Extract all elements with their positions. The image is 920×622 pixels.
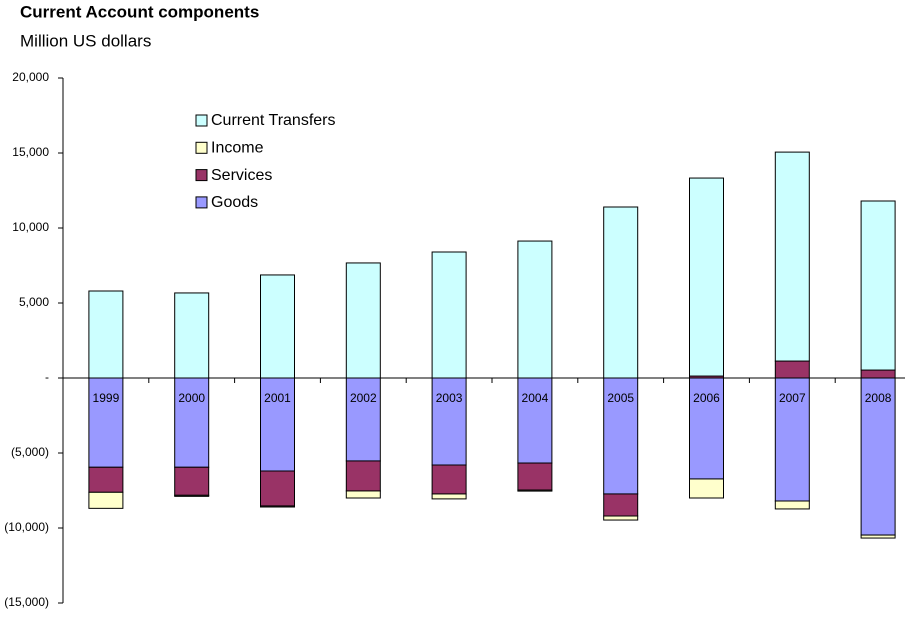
- x-tick-label: 2000: [178, 391, 205, 405]
- x-tick-label: 1999: [93, 391, 120, 405]
- legend-label: Goods: [211, 194, 258, 211]
- bar-segment: [774, 377, 810, 502]
- bar-segment: [689, 377, 724, 480]
- y-tick-label: (5,000): [11, 445, 49, 459]
- y-tick-label: 10,000: [12, 220, 49, 234]
- bar-segment: [88, 466, 124, 493]
- legend-swatch: [195, 114, 208, 127]
- bar-segment: [517, 462, 553, 491]
- bar-segment: [603, 493, 639, 517]
- legend-label: Current Transfers: [211, 112, 335, 129]
- bar-segment: [345, 460, 381, 492]
- x-tick-label: 2003: [436, 391, 463, 405]
- bar-segment: [174, 494, 210, 497]
- bar-segment: [88, 377, 124, 468]
- x-tick-label: 2008: [865, 391, 892, 405]
- y-tick-label: 5,000: [19, 295, 49, 309]
- legend-swatch: [195, 169, 208, 182]
- x-tick-label: 2007: [779, 391, 806, 405]
- bar-segment: [260, 470, 295, 507]
- y-tick-label: (15,000): [4, 595, 49, 609]
- bar-segment: [431, 464, 467, 495]
- legend-label: Services: [211, 167, 272, 184]
- bar-segment: [431, 251, 467, 379]
- bar-segment: [689, 177, 724, 377]
- bar-segment: [603, 515, 639, 521]
- bar-segment: [431, 493, 467, 500]
- bar-segment: [860, 377, 896, 536]
- legend-swatch: [195, 141, 208, 154]
- bar-segment: [517, 240, 553, 379]
- legend-swatch: [195, 196, 208, 209]
- bar-segment: [774, 500, 810, 510]
- bar-segment: [517, 489, 553, 492]
- bar-segment: [345, 262, 381, 379]
- bar-segment: [345, 490, 381, 499]
- chart-subtitle: Million US dollars: [20, 31, 151, 50]
- bar-segment: [517, 377, 553, 464]
- bar-segment: [174, 292, 210, 379]
- bar-segment: [689, 478, 724, 499]
- y-tick-label: 20,000: [12, 70, 49, 84]
- bar-segment: [88, 290, 124, 379]
- bar-segment: [774, 360, 810, 379]
- legend-label: Income: [211, 140, 264, 157]
- x-tick-label: 2006: [693, 391, 720, 405]
- y-tick-label: (10,000): [4, 520, 49, 534]
- bar-segment: [860, 200, 896, 371]
- x-tick-label: 2002: [350, 391, 377, 405]
- bar-segment: [860, 534, 896, 539]
- y-tick-label: 15,000: [12, 145, 49, 159]
- bar-segment: [860, 369, 896, 379]
- chart-title: Current Account components: [20, 2, 259, 21]
- x-tick-label: 2005: [607, 391, 634, 405]
- bar-segment: [774, 151, 810, 362]
- bar-segment: [603, 206, 639, 379]
- bar-segment: [260, 274, 295, 379]
- y-tick-label: -: [45, 370, 49, 384]
- x-tick-label: 2001: [264, 391, 291, 405]
- bar-segment: [174, 466, 210, 496]
- bar-segment: [88, 491, 124, 509]
- bar-segment: [260, 505, 295, 508]
- x-tick-label: 2004: [522, 391, 549, 405]
